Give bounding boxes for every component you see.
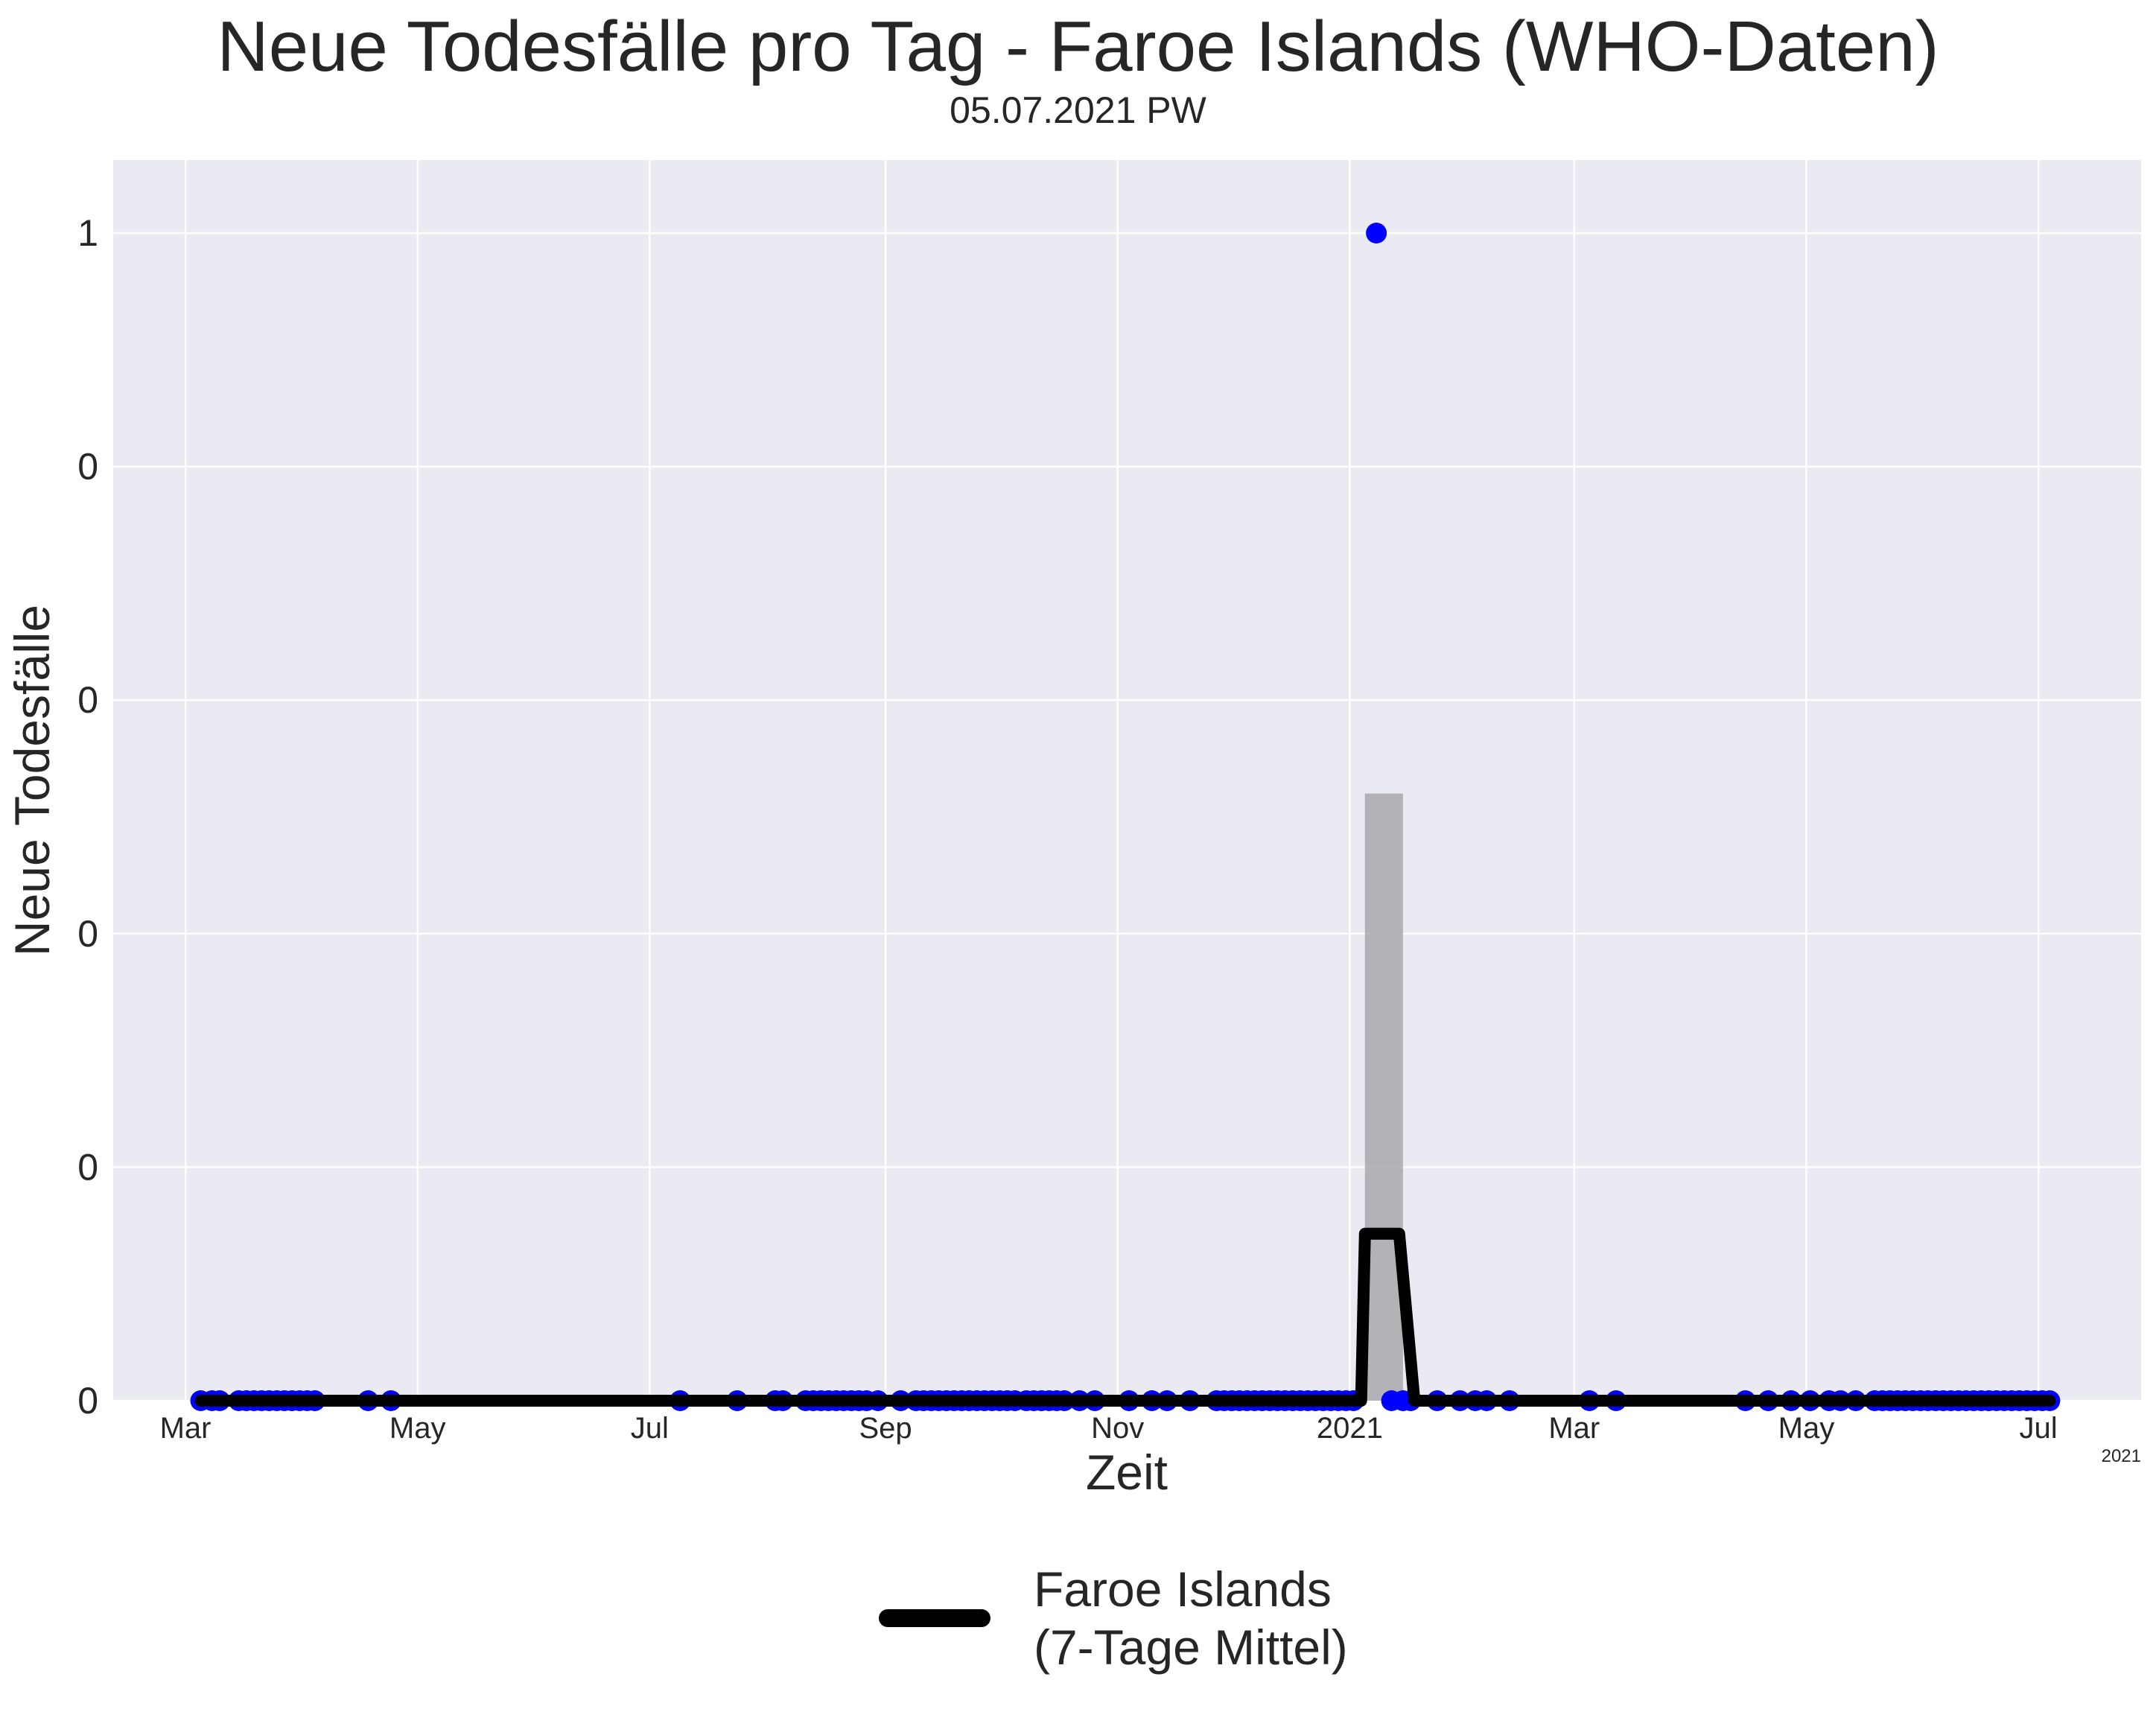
series-line [194,1227,2056,1407]
legend-label: Faroe Islands (7-Tage Mittel) [1034,1562,1348,1675]
x-tick-label: May [1778,1412,1835,1445]
chart-subtitle: 05.07.2021 PW [950,89,1206,131]
x-tick-label: Sep [859,1412,912,1445]
y-tick-label: 0 [77,446,98,488]
x-tick-label: Nov [1091,1412,1144,1445]
tick-labels: 0 0 0 0 0 1 Mar May Jul Sep Nov 2021 Mar May Jul [77,212,2057,1445]
y-tick-label: 0 [77,679,98,721]
line-layer [194,1227,2056,1407]
x-tick-label: Mar [1548,1412,1600,1445]
band-layer [1364,793,1403,1401]
y-axis-label: Neue Todesfälle [4,605,60,956]
x-axis-label: Zeit [1086,1445,1168,1500]
x-tick-label: 2021 [1317,1412,1383,1445]
chart-title: Neue Todesfälle pro Tag - Faroe Islands … [217,7,1939,86]
y-tick-label: 0 [77,913,98,955]
x-offset-label: 2021 [2102,1446,2141,1466]
plot-area [113,160,2141,1401]
y-tick-label: 0 [77,1146,98,1188]
legend-line-swatch [879,1609,990,1627]
scatter-point [1366,223,1387,244]
y-tick-label: 1 [77,212,98,254]
error-band [1364,793,1403,1401]
legend: Faroe Islands (7-Tage Mittel) [879,1560,1624,1679]
x-tick-label: May [389,1412,446,1445]
x-tick-label: Jul [2019,1412,2057,1445]
grid-lines [113,160,2141,1402]
y-tick-label: 0 [77,1380,98,1422]
x-tick-label: Jul [631,1412,669,1445]
x-tick-label: Mar [160,1412,212,1445]
